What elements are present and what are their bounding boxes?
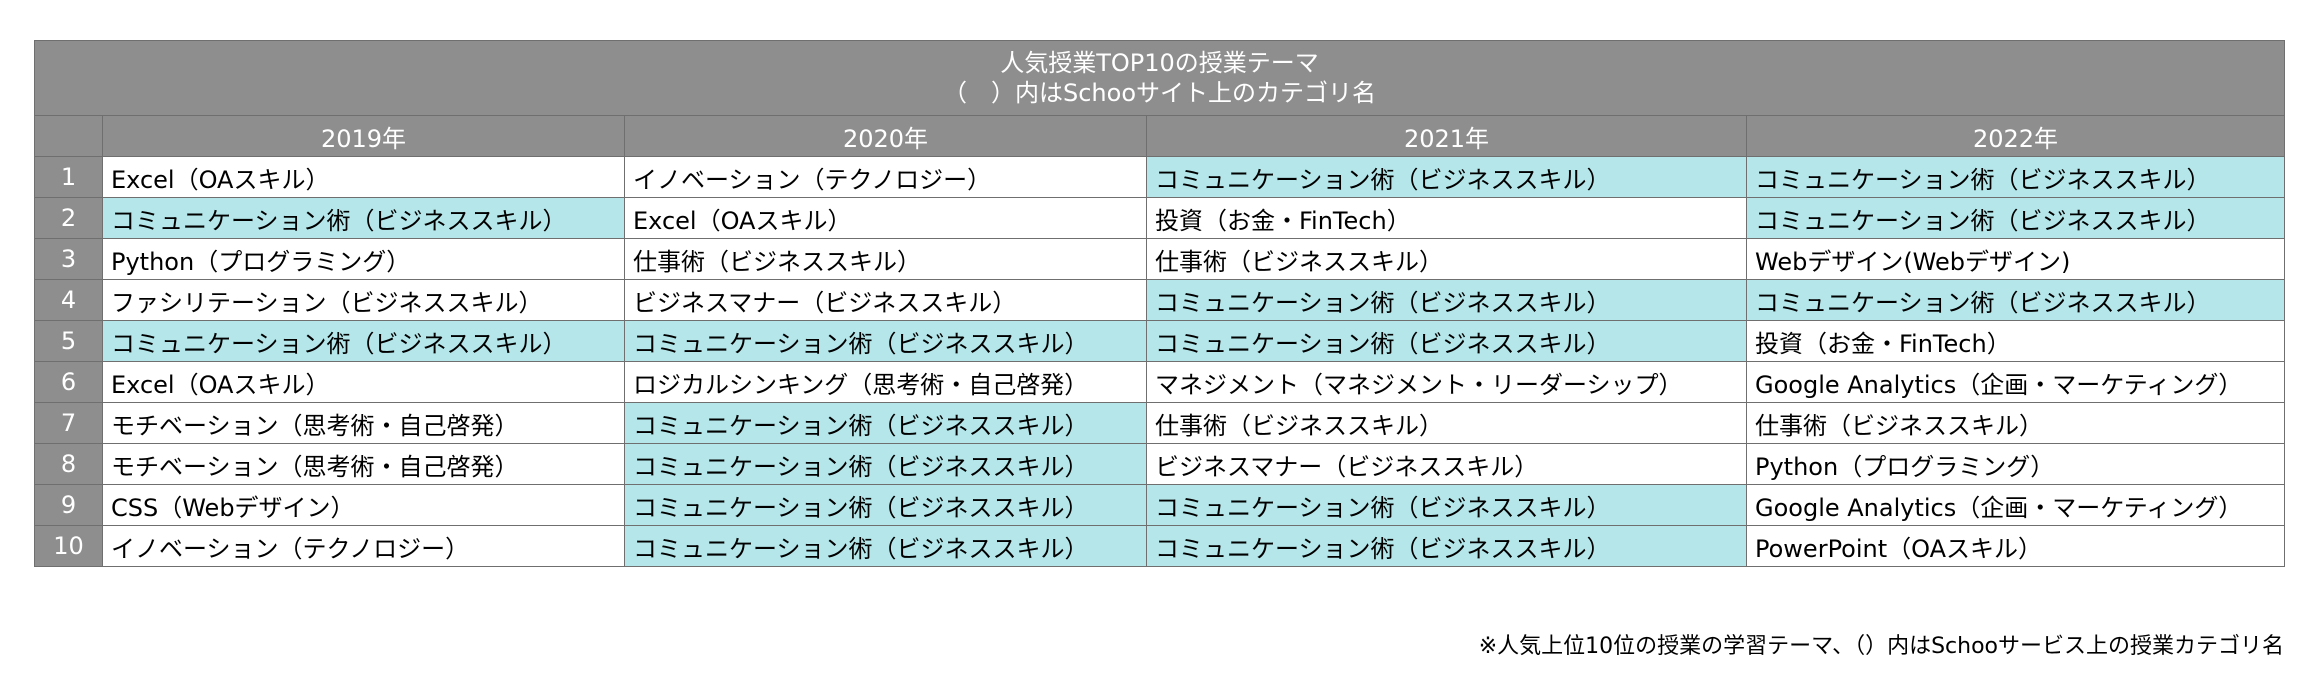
table-cell: ビジネスマナー（ビジネススキル） — [624, 279, 1147, 321]
table-cell: Python（プログラミング） — [1745, 443, 2286, 485]
table-cell: コミュニケーション術（ビジネススキル） — [1146, 279, 1747, 321]
table-cell: コミュニケーション術（ビジネススキル） — [624, 443, 1147, 485]
table-cell: Google Analytics（企画・マーケティング） — [1745, 361, 2286, 403]
table-title: 人気授業TOP10の授業テーマ （ ）内はSchooサイト上のカテゴリ名 — [33, 40, 2286, 116]
table-row: 4 ファシリテーション（ビジネススキル） ビジネスマナー（ビジネススキル） コミュニケ… — [34, 279, 2286, 321]
table-cell: Webデザイン(Webデザイン) — [1745, 238, 2286, 280]
table-cell: CSS（Webデザイン） — [102, 484, 625, 526]
table-cell: モチベーション（思考術・自己啓発） — [102, 443, 625, 485]
year-header-2020: 2020年 — [624, 115, 1147, 157]
table-title-line1: 人気授業TOP10の授業テーマ — [1000, 49, 1319, 77]
table-cell: コミュニケーション術（ビジネススキル） — [1745, 279, 2286, 321]
table-cell: コミュニケーション術（ビジネススキル） — [624, 525, 1147, 567]
year-header-2022: 2022年 — [1745, 115, 2286, 157]
table-cell: 投資（お金・FinTech） — [1146, 197, 1747, 239]
table-cell: コミュニケーション術（ビジネススキル） — [1146, 484, 1747, 526]
table-row: 7 モチベーション（思考術・自己啓発） コミュニケーション術（ビジネススキル） 仕事術… — [34, 402, 2286, 444]
table-cell: イノベーション（テクノロジー） — [102, 525, 625, 567]
ranking-table-container: 人気授業TOP10の授業テーマ （ ）内はSchooサイト上のカテゴリ名 201… — [33, 40, 2286, 567]
table-cell: 仕事術（ビジネススキル） — [1745, 402, 2286, 444]
table-cell: コミュニケーション術（ビジネススキル） — [1146, 156, 1747, 198]
rank-number: 5 — [34, 320, 103, 362]
table-cell: コミュニケーション術（ビジネススキル） — [1146, 525, 1747, 567]
rank-number: 4 — [34, 279, 103, 321]
title-row: 人気授業TOP10の授業テーマ （ ）内はSchooサイト上のカテゴリ名 — [33, 40, 2286, 116]
rank-number: 7 — [34, 402, 103, 444]
year-header-row: 2019年 2020年 2021年 2022年 — [34, 115, 2286, 157]
table-row: 9 CSS（Webデザイン） コミュニケーション術（ビジネススキル） コミュニケーショ… — [34, 484, 2286, 526]
table-row: 6 Excel（OAスキル） ロジカルシンキング（思考術・自己啓発） マネジメント（マ… — [34, 361, 2286, 403]
table-cell: モチベーション（思考術・自己啓発） — [102, 402, 625, 444]
rank-number: 2 — [34, 197, 103, 239]
table-row: 2 コミュニケーション術（ビジネススキル） Excel（OAスキル） 投資（お金・Fi… — [34, 197, 2286, 239]
rank-number: 3 — [34, 238, 103, 280]
ranking-table: 人気授業TOP10の授業テーマ （ ）内はSchooサイト上のカテゴリ名 201… — [33, 40, 2286, 567]
table-cell: Excel（OAスキル） — [102, 156, 625, 198]
footnote: ※人気上位10位の授業の学習テーマ、（）内はSchooサービス上の授業カテゴリ名 — [1478, 634, 2284, 659]
table-cell: Python（プログラミング） — [102, 238, 625, 280]
table-cell: Excel（OAスキル） — [102, 361, 625, 403]
rank-number: 1 — [34, 156, 103, 198]
table-cell: 仕事術（ビジネススキル） — [1146, 238, 1747, 280]
table-cell: イノベーション（テクノロジー） — [624, 156, 1147, 198]
table-cell: コミュニケーション術（ビジネススキル） — [1745, 156, 2286, 198]
table-cell: コミュニケーション術（ビジネススキル） — [624, 402, 1147, 444]
table-row: 5 コミュニケーション術（ビジネススキル） コミュニケーション術（ビジネススキル）コ… — [34, 320, 2286, 362]
rank-number: 6 — [34, 361, 103, 403]
table-cell: コミュニケーション術（ビジネススキル） — [102, 320, 625, 362]
year-header-2021: 2021年 — [1146, 115, 1747, 157]
rank-number: 10 — [34, 525, 103, 567]
table-cell: ファシリテーション（ビジネススキル） — [102, 279, 625, 321]
table-row: 8 モチベーション（思考術・自己啓発） コミュニケーション術（ビジネススキル） ビジネ… — [34, 443, 2286, 485]
table-cell: PowerPoint（OAスキル） — [1745, 525, 2286, 567]
table-title-line2: （ ）内はSchooサイト上のカテゴリ名 — [943, 79, 1377, 107]
table-cell: コミュニケーション術（ビジネススキル） — [624, 484, 1147, 526]
table-cell: コミュニケーション術（ビジネススキル） — [1146, 320, 1747, 362]
table-cell: ビジネスマナー（ビジネススキル） — [1146, 443, 1747, 485]
table-cell: ロジカルシンキング（思考術・自己啓発） — [624, 361, 1147, 403]
table-row: 10 イノベーション（テクノロジー） コミュニケーション術（ビジネススキル） コミュニ… — [34, 525, 2286, 567]
year-header-2019: 2019年 — [102, 115, 625, 157]
table-cell: 投資（お金・FinTech） — [1745, 320, 2286, 362]
rank-number: 9 — [34, 484, 103, 526]
table-cell: 仕事術（ビジネススキル） — [624, 238, 1147, 280]
table-cell: コミュニケーション術（ビジネススキル） — [102, 197, 625, 239]
table-row: 1 Excel（OAスキル） イノベーション（テクノロジー） コミュニケーション術（ビ… — [34, 156, 2286, 198]
table-cell: マネジメント（マネジメント・リーダーシップ） — [1146, 361, 1747, 403]
table-cell: コミュニケーション術（ビジネススキル） — [1745, 197, 2286, 239]
table-cell: コミュニケーション術（ビジネススキル） — [624, 320, 1147, 362]
table-cell: Excel（OAスキル） — [624, 197, 1147, 239]
corner-cell — [34, 115, 103, 157]
table-body: 1 Excel（OAスキル） イノベーション（テクノロジー） コミュニケーション術（ビ… — [34, 156, 2286, 567]
table-row: 3 Python（プログラミング） 仕事術（ビジネススキル） 仕事術（ビジネススキル）… — [34, 238, 2286, 280]
rank-number: 8 — [34, 443, 103, 485]
table-cell: Google Analytics（企画・マーケティング） — [1745, 484, 2286, 526]
table-cell: 仕事術（ビジネススキル） — [1146, 402, 1747, 444]
